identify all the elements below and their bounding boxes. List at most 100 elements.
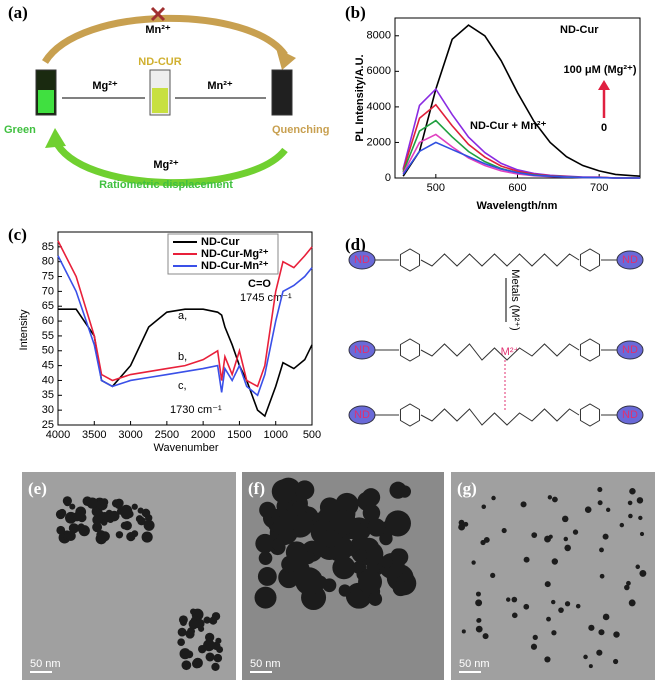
- particle: [628, 599, 636, 607]
- x-tick-label: 3500: [82, 429, 106, 441]
- particle: [259, 501, 276, 519]
- chain: [375, 253, 617, 267]
- particle: [463, 521, 469, 527]
- x-tick-label: 500: [303, 429, 321, 441]
- particle: [358, 569, 383, 594]
- particle: [321, 529, 340, 548]
- panel-a: (a) Mn²⁺ Mg²⁺ Ratiometric displacement N…: [4, 3, 329, 191]
- caption: Ratiometric displacement: [99, 179, 233, 191]
- particle: [331, 510, 357, 535]
- particle: [563, 536, 569, 542]
- particle: [291, 501, 307, 516]
- particle: [613, 631, 620, 638]
- particle: [458, 523, 466, 531]
- particle: [551, 630, 557, 636]
- particle: [602, 613, 610, 621]
- metal-label: M²⁺: [501, 346, 520, 358]
- x-tick-label: 1000: [263, 429, 287, 441]
- series-line: [57, 240, 313, 388]
- particle: [619, 522, 625, 528]
- particle: [143, 519, 155, 531]
- arrow: [42, 14, 288, 64]
- particle: [558, 607, 564, 613]
- y-tick-label: 85: [42, 241, 54, 253]
- annotation: 1730 cm⁻¹: [170, 404, 222, 416]
- arrow-head: [276, 48, 296, 70]
- x-axis-label: Wavelength/nm: [477, 200, 558, 212]
- particle: [75, 506, 87, 518]
- particle: [257, 567, 277, 586]
- y-tick-label: 8000: [367, 30, 391, 42]
- y-tick-label: 65: [42, 300, 54, 312]
- particle: [65, 514, 75, 524]
- particle: [179, 648, 191, 660]
- particle: [177, 627, 187, 637]
- benzene-ring: [399, 338, 421, 362]
- nd-label: ND: [622, 344, 638, 356]
- y-tick-label: 35: [42, 389, 54, 401]
- particle: [187, 627, 196, 636]
- particle: [597, 487, 603, 493]
- particle: [271, 538, 285, 551]
- particle: [588, 664, 593, 669]
- particle: [203, 639, 215, 652]
- particle: [271, 479, 296, 504]
- particle: [627, 500, 633, 506]
- particle: [564, 544, 571, 552]
- particle: [547, 495, 553, 500]
- y-tick-label: 6000: [367, 65, 391, 77]
- particle: [295, 567, 323, 596]
- tem-image: [451, 472, 655, 680]
- ion-label: Mg²⁺: [153, 159, 179, 171]
- arrow-head: [598, 80, 610, 90]
- particle: [141, 531, 153, 543]
- particle: [278, 510, 299, 531]
- particle: [476, 617, 482, 623]
- particle: [638, 515, 643, 521]
- particle: [99, 498, 109, 507]
- particle: [111, 499, 121, 508]
- particle: [532, 634, 538, 640]
- y-tick-label: 2000: [367, 136, 391, 148]
- particle: [471, 560, 476, 565]
- x-tick-label: 4000: [46, 429, 70, 441]
- nd-label: ND: [622, 254, 638, 266]
- particle: [544, 656, 551, 663]
- particle: [629, 487, 636, 495]
- arrow: [51, 138, 288, 187]
- y-tick-label: 30: [42, 404, 54, 416]
- vial: [271, 69, 293, 116]
- particle: [368, 592, 383, 606]
- particle: [115, 531, 124, 539]
- particle: [354, 549, 368, 562]
- particle: [392, 580, 409, 597]
- particle: [575, 603, 581, 609]
- x-tick-label: 1500: [227, 429, 251, 441]
- y-tick-label: 40: [42, 374, 54, 386]
- particle: [69, 503, 76, 510]
- panel-label: (a): [8, 3, 28, 22]
- particle: [258, 551, 273, 565]
- particle: [511, 612, 518, 619]
- ion-label: Mn²⁺: [207, 80, 233, 92]
- scale-label: 50 nm: [30, 658, 61, 670]
- plot-frame: [57, 231, 313, 426]
- annotation: 100 μM (Mg²⁺): [563, 64, 636, 76]
- particle: [520, 501, 527, 508]
- y-axis-label: PL Intensity/A.U.: [354, 54, 366, 141]
- particle: [141, 508, 151, 518]
- y-tick-label: 75: [42, 270, 54, 282]
- particle: [602, 533, 609, 540]
- particle: [190, 608, 197, 615]
- particle: [548, 534, 553, 539]
- particle: [588, 624, 595, 631]
- annotation: C=O: [248, 278, 271, 290]
- x-axis-label: Wavenumber: [153, 442, 218, 454]
- particle: [56, 525, 66, 535]
- y-tick-label: 70: [42, 285, 54, 297]
- cross: [150, 6, 166, 22]
- particle: [636, 497, 644, 504]
- y-tick-label: 4000: [367, 101, 391, 113]
- particle: [95, 533, 107, 545]
